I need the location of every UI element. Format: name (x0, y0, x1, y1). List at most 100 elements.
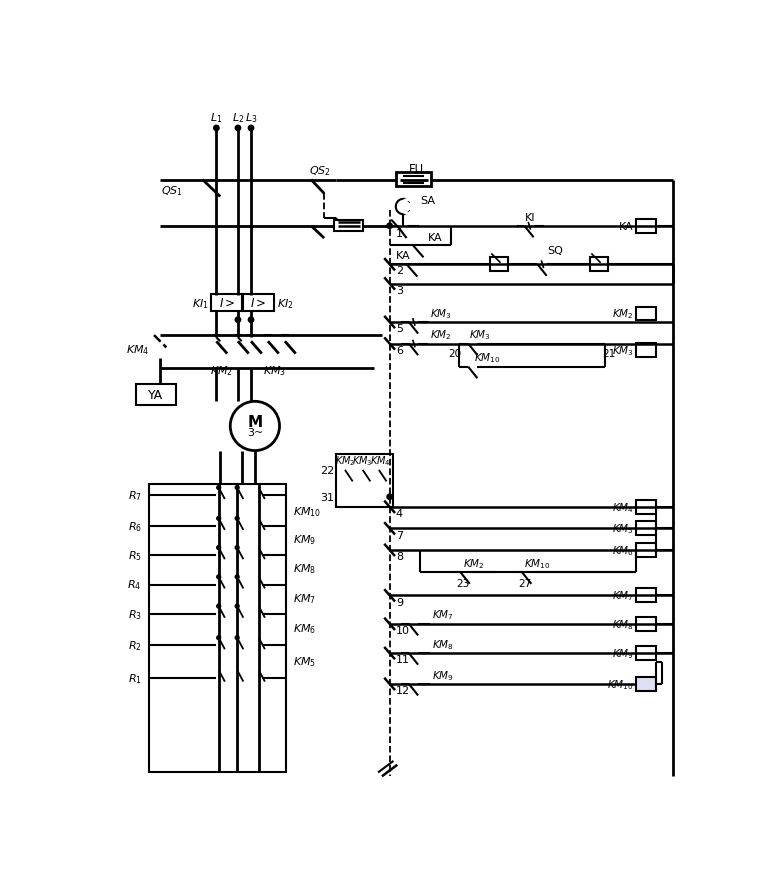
Text: $R_4$: $R_4$ (127, 578, 142, 592)
Circle shape (248, 317, 253, 323)
Circle shape (387, 494, 393, 500)
Circle shape (235, 604, 239, 609)
Bar (636, 220, 656, 233)
Text: FU: FU (409, 163, 424, 176)
Text: $KM_4$: $KM_4$ (370, 454, 391, 468)
Text: $KM_{10}$: $KM_{10}$ (524, 556, 551, 570)
Circle shape (235, 576, 239, 579)
Text: KA: KA (619, 222, 634, 232)
Bar (211, 295, 244, 312)
Text: $KM_3$: $KM_3$ (352, 454, 373, 468)
Text: $R_6$: $R_6$ (128, 519, 142, 534)
Text: $KM_2$: $KM_2$ (335, 454, 355, 468)
Text: $KM_{10}$: $KM_{10}$ (294, 504, 322, 518)
Text: $R_5$: $R_5$ (128, 549, 142, 562)
Text: $KM_5$: $KM_5$ (612, 522, 634, 536)
Text: 4: 4 (396, 509, 403, 519)
Text: 22: 22 (320, 465, 334, 476)
Text: $L_1$: $L_1$ (210, 111, 223, 125)
Circle shape (217, 636, 221, 640)
Text: $R_1$: $R_1$ (128, 671, 142, 685)
Text: KA: KA (428, 233, 443, 243)
Circle shape (248, 126, 253, 131)
Bar (636, 646, 656, 661)
Text: 21: 21 (603, 349, 616, 358)
Text: SA: SA (420, 196, 435, 207)
Circle shape (387, 224, 393, 229)
Text: 10: 10 (396, 625, 409, 636)
Text: $KM_9$: $KM_9$ (612, 646, 634, 661)
Text: 12: 12 (396, 686, 410, 696)
Text: $I>$: $I>$ (250, 297, 266, 310)
Text: 8: 8 (396, 552, 403, 561)
Bar (636, 308, 656, 321)
Text: $KM_3$: $KM_3$ (469, 328, 491, 342)
Text: $KM_{10}$: $KM_{10}$ (607, 678, 634, 691)
Text: 31: 31 (320, 493, 334, 502)
Text: YA: YA (148, 389, 163, 401)
Text: 1: 1 (396, 229, 403, 239)
Text: $KM_2$: $KM_2$ (463, 556, 484, 570)
Text: $KM_8$: $KM_8$ (294, 561, 317, 576)
Text: $KM_5$: $KM_5$ (294, 654, 317, 668)
Text: $KM_2$: $KM_2$ (612, 308, 634, 321)
Text: $KM_2$: $KM_2$ (210, 364, 234, 378)
Text: $QS_2$: $QS_2$ (310, 164, 331, 178)
Text: $L_3$: $L_3$ (245, 111, 257, 125)
Text: 20: 20 (448, 349, 462, 358)
Text: $KM_7$: $KM_7$ (612, 589, 634, 603)
Text: $KM_4$: $KM_4$ (126, 342, 149, 357)
Text: $KI_1$: $KI_1$ (192, 297, 209, 310)
Circle shape (217, 517, 221, 520)
Bar (149, 485, 285, 772)
Bar (490, 258, 508, 272)
Text: 9: 9 (396, 597, 403, 607)
Text: $KM_3$: $KM_3$ (612, 344, 634, 358)
Text: KI: KI (525, 212, 536, 223)
Text: $L_2$: $L_2$ (232, 111, 244, 125)
Text: SQ: SQ (547, 246, 563, 256)
Text: $KM_3$: $KM_3$ (263, 364, 285, 378)
Text: $KM_6$: $KM_6$ (612, 544, 634, 557)
Text: $QS_1$: $QS_1$ (161, 184, 183, 198)
Text: $KI_2$: $KI_2$ (277, 297, 294, 310)
Bar (636, 617, 656, 631)
Text: 27: 27 (517, 578, 531, 588)
Bar (636, 589, 656, 603)
Bar (636, 522, 656, 536)
Bar (636, 544, 656, 557)
Circle shape (235, 317, 240, 323)
Circle shape (235, 546, 239, 550)
Text: $KM_8$: $KM_8$ (432, 637, 454, 651)
Bar (334, 221, 364, 232)
Circle shape (235, 517, 239, 520)
Text: 23: 23 (456, 578, 470, 588)
Text: 5: 5 (396, 324, 403, 333)
Bar (636, 678, 656, 691)
Text: $KM_3$: $KM_3$ (431, 307, 452, 320)
Text: 2: 2 (396, 266, 403, 276)
Text: $KM_7$: $KM_7$ (432, 608, 454, 622)
Bar (396, 173, 431, 187)
Text: $R_2$: $R_2$ (128, 639, 142, 653)
Text: 6: 6 (396, 345, 403, 355)
Bar (590, 258, 608, 272)
Text: 7: 7 (396, 530, 403, 540)
Circle shape (217, 486, 221, 490)
Text: $R_3$: $R_3$ (128, 607, 142, 621)
Circle shape (235, 636, 239, 640)
Text: $KM_9$: $KM_9$ (294, 533, 317, 546)
Circle shape (217, 546, 221, 550)
Circle shape (235, 486, 239, 490)
Text: $KM_4$: $KM_4$ (612, 501, 634, 514)
Text: $KM_7$: $KM_7$ (294, 592, 317, 605)
Bar (336, 455, 393, 507)
Text: $KM_9$: $KM_9$ (432, 668, 454, 682)
Text: $KM_2$: $KM_2$ (430, 328, 451, 342)
Circle shape (235, 126, 240, 131)
Text: 3: 3 (396, 285, 403, 295)
Text: 11: 11 (396, 654, 409, 664)
Text: $I>$: $I>$ (219, 297, 235, 310)
Bar (242, 295, 274, 312)
Bar (135, 384, 176, 406)
